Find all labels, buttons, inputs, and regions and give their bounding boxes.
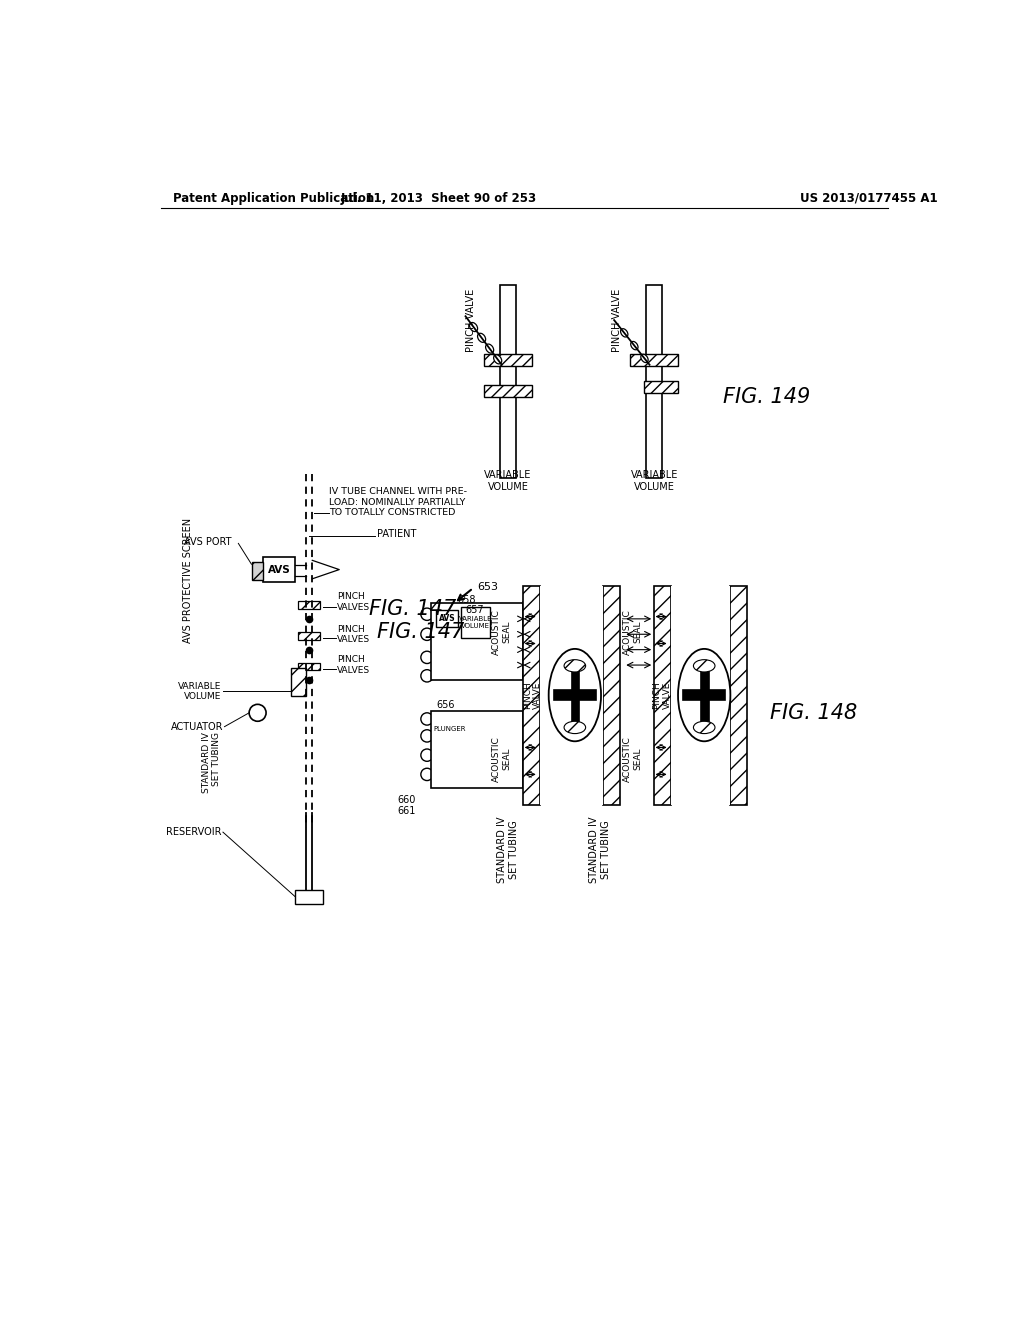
Text: VARIABLE
VOLUME: VARIABLE VOLUME: [459, 616, 493, 630]
Bar: [631, 354, 678, 367]
Text: PINCH
VALVES: PINCH VALVES: [337, 655, 370, 675]
Text: STANDARD IV
SET TUBING: STANDARD IV SET TUBING: [497, 817, 519, 883]
Bar: [295, 890, 323, 904]
Bar: [484, 385, 531, 397]
Bar: [683, 690, 725, 700]
Text: VARIABLE
VOLUME: VARIABLE VOLUME: [178, 681, 221, 701]
Ellipse shape: [421, 651, 433, 664]
Text: AVS: AVS: [268, 565, 291, 574]
Text: PINCH
VALVES: PINCH VALVES: [337, 593, 370, 611]
Ellipse shape: [549, 649, 601, 742]
Text: ACOUSTIC
SEAL: ACOUSTIC SEAL: [493, 737, 512, 781]
Text: PINCH
VALVE: PINCH VALVE: [523, 681, 542, 709]
Text: PINCH
VALVE: PINCH VALVE: [652, 681, 672, 709]
Text: IV TUBE CHANNEL WITH PRE-
LOAD: NOMINALLY PARTIALLY
TO TOTALLY CONSTRICTED: IV TUBE CHANNEL WITH PRE- LOAD: NOMINALL…: [330, 487, 467, 517]
Text: AVS PORT: AVS PORT: [184, 537, 232, 546]
Ellipse shape: [421, 748, 433, 762]
Text: FIG. 148: FIG. 148: [770, 702, 857, 723]
Ellipse shape: [421, 713, 433, 725]
Bar: [484, 354, 531, 367]
Ellipse shape: [421, 609, 433, 620]
Text: PINCH VALVE: PINCH VALVE: [612, 289, 623, 351]
Ellipse shape: [421, 730, 433, 742]
Text: RESERVOIR: RESERVOIR: [166, 828, 221, 837]
Bar: [644, 381, 678, 393]
Text: PLUNGER: PLUNGER: [433, 726, 466, 733]
Ellipse shape: [693, 721, 715, 734]
Text: VARIABLE
VOLUME: VARIABLE VOLUME: [484, 470, 531, 492]
Bar: [461, 607, 490, 638]
Ellipse shape: [564, 721, 586, 734]
Ellipse shape: [678, 649, 730, 742]
Text: ACOUSTIC
SEAL: ACOUSTIC SEAL: [624, 609, 643, 655]
Bar: [500, 285, 515, 478]
Text: 657: 657: [466, 605, 484, 615]
Text: Jul. 11, 2013  Sheet 90 of 253: Jul. 11, 2013 Sheet 90 of 253: [341, 191, 537, 205]
Text: US 2013/0177455 A1: US 2013/0177455 A1: [801, 191, 938, 205]
Text: STANDARD IV
SET TUBING: STANDARD IV SET TUBING: [590, 817, 611, 883]
Text: 658: 658: [458, 594, 476, 605]
Ellipse shape: [693, 660, 715, 672]
Text: PATIENT: PATIENT: [377, 529, 417, 539]
Ellipse shape: [631, 342, 638, 350]
Text: AVS PROTECTIVE SCREEN: AVS PROTECTIVE SCREEN: [183, 517, 193, 643]
Bar: [431, 711, 523, 788]
Bar: [523, 602, 541, 606]
Bar: [554, 690, 596, 700]
Ellipse shape: [421, 768, 433, 780]
Bar: [263, 557, 295, 582]
Text: Patent Application Publication: Patent Application Publication: [173, 191, 374, 205]
Ellipse shape: [249, 705, 266, 721]
Ellipse shape: [485, 345, 494, 354]
Text: FIG. 147: FIG. 147: [377, 622, 464, 642]
Ellipse shape: [621, 329, 628, 337]
Bar: [654, 586, 671, 805]
Bar: [602, 586, 620, 805]
Text: ACTUATOR: ACTUATOR: [170, 722, 223, 731]
Bar: [541, 586, 602, 805]
Ellipse shape: [477, 333, 485, 342]
Text: FIG. 149: FIG. 149: [724, 387, 811, 407]
Text: 661: 661: [397, 807, 416, 816]
Text: PINCH
VALVES: PINCH VALVES: [337, 624, 370, 644]
Text: 653: 653: [477, 582, 498, 591]
Ellipse shape: [564, 660, 586, 672]
Ellipse shape: [421, 669, 433, 682]
Bar: [436, 610, 458, 627]
Text: 656: 656: [436, 700, 455, 710]
Bar: [523, 586, 541, 805]
Bar: [431, 603, 523, 681]
Bar: [571, 668, 580, 722]
Text: 660: 660: [397, 795, 416, 805]
Bar: [671, 586, 730, 805]
Text: ACOUSTIC
SEAL: ACOUSTIC SEAL: [493, 609, 512, 655]
Ellipse shape: [494, 355, 502, 364]
Text: VARIABLE
VOLUME: VARIABLE VOLUME: [631, 470, 678, 492]
Bar: [436, 721, 463, 738]
Bar: [523, 675, 541, 678]
Bar: [298, 632, 319, 640]
Text: AVS: AVS: [438, 614, 456, 623]
Bar: [252, 562, 263, 579]
Bar: [730, 586, 746, 805]
Ellipse shape: [421, 628, 433, 640]
Bar: [298, 663, 319, 671]
Bar: [291, 668, 306, 696]
Text: ACOUSTIC
SEAL: ACOUSTIC SEAL: [624, 737, 643, 781]
Text: PINCH VALVE: PINCH VALVE: [466, 289, 476, 351]
Text: FIG. 147: FIG. 147: [370, 599, 457, 619]
Ellipse shape: [641, 354, 648, 363]
Bar: [298, 601, 319, 609]
Ellipse shape: [470, 322, 477, 331]
Bar: [646, 285, 662, 478]
Bar: [701, 668, 709, 722]
Text: STANDARD IV
SET TUBING: STANDARD IV SET TUBING: [202, 733, 221, 793]
